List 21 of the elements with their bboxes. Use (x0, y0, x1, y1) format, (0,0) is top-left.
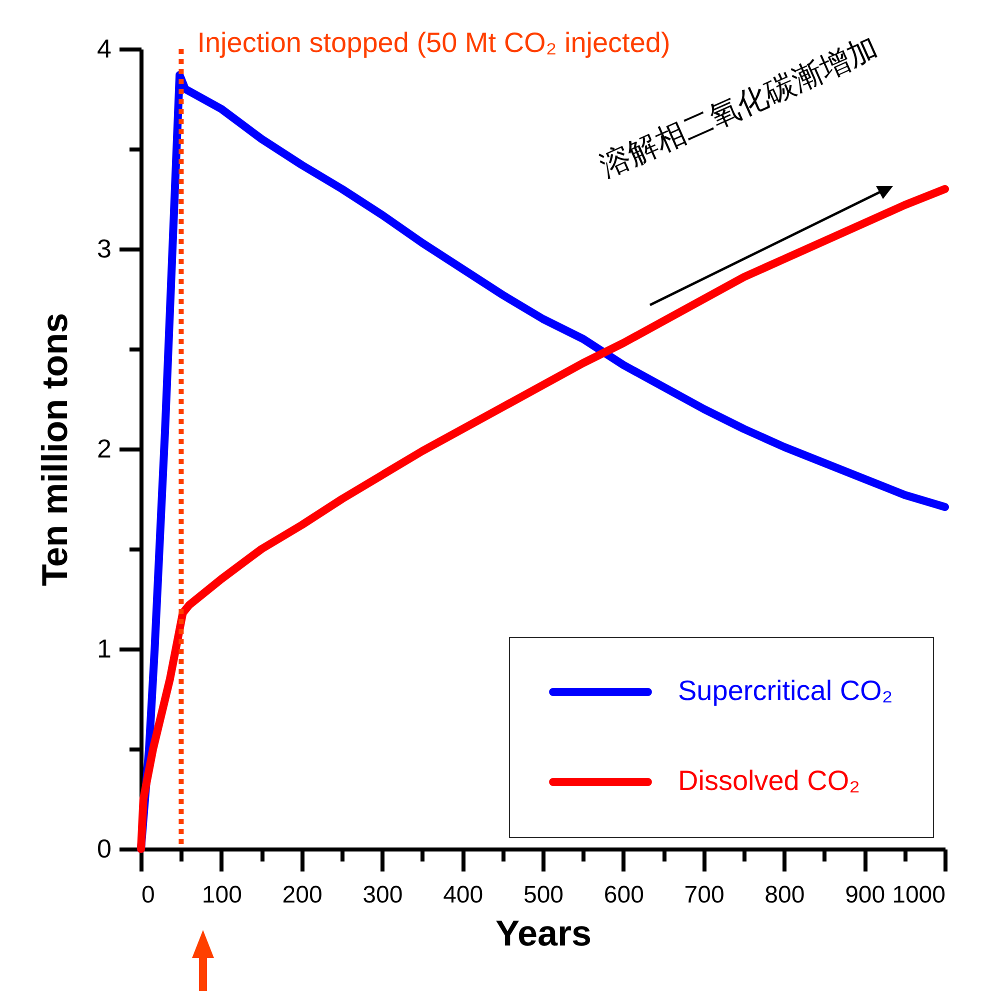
x-tick-label: 900 (845, 882, 886, 908)
x-tick-label: 800 (764, 882, 805, 908)
x-tick-label: 500 (523, 882, 564, 908)
y-axis-title: Ten million tons (34, 312, 76, 586)
x-tick-label: 1000 (892, 882, 946, 908)
y-tick-label: 0 (97, 834, 112, 864)
y-tick-label: 1 (97, 634, 112, 664)
x-tick-label: 300 (362, 882, 403, 908)
y-tick-label: 3 (97, 234, 112, 264)
x-axis-title: Years (495, 912, 592, 954)
legend-label: Supercritical CO₂ (678, 675, 893, 706)
x-tick-label: 0 (142, 882, 155, 908)
x-tick-label: 700 (684, 882, 724, 908)
x-tick-label: 600 (604, 882, 644, 908)
legend-label: Dissolved CO₂ (678, 765, 860, 796)
x-tick-label: 200 (282, 882, 322, 908)
y-tick-label: 4 (97, 34, 112, 64)
y-tick-label: 2 (97, 434, 112, 464)
x-tick-label: 400 (443, 882, 484, 908)
x-tick-label: 100 (202, 882, 242, 908)
ref-line-label: Injection stopped (50 Mt CO₂ injected) (197, 27, 670, 58)
